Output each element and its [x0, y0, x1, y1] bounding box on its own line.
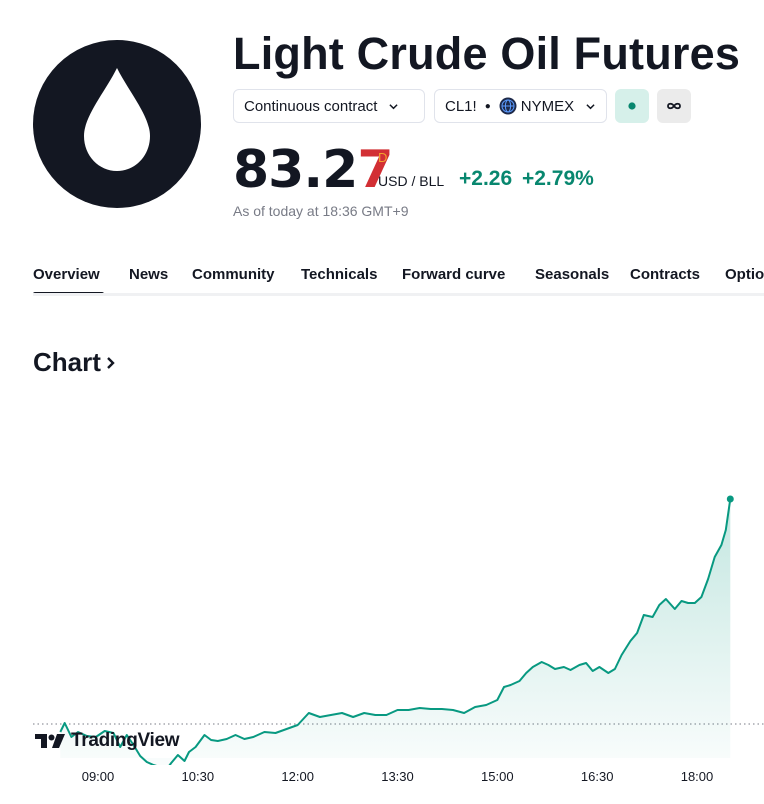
price-flag: D [378, 150, 388, 165]
x-axis-tick-label: 12:00 [281, 769, 314, 784]
tradingview-logo-icon [35, 734, 65, 748]
chevron-down-icon [586, 103, 595, 109]
tab-technicals[interactable]: Technicals [301, 266, 378, 283]
price-last-digit: 7 [357, 140, 393, 200]
x-axis-tick-label: 10:30 [181, 769, 215, 784]
last-price: 83.27 [233, 140, 394, 200]
market-status-button[interactable] [615, 89, 649, 123]
chevron-down-icon [389, 103, 399, 109]
continuous-toggle-button[interactable] [657, 89, 691, 123]
x-axis-tick-label: 18:00 [680, 769, 714, 784]
price-chart[interactable] [0, 400, 764, 765]
contract-label: Continuous contract [244, 97, 378, 115]
tradingview-text: TradingView [71, 730, 180, 751]
x-axis-tick-label: 15:00 [481, 769, 514, 784]
tab-forward-curve[interactable]: Forward curve [402, 266, 506, 283]
price-change: +2.26 +2.79% [459, 167, 594, 191]
price-area-fill [60, 499, 731, 765]
infinity-icon [667, 102, 681, 110]
chevron-right-icon [107, 356, 115, 369]
change-percent: +2.79% [521, 167, 594, 190]
tab-community[interactable]: Community [192, 266, 275, 283]
chart-heading-link[interactable]: Chart [33, 347, 117, 378]
chart-heading-label: Chart [33, 347, 101, 377]
page-title: Light Crude Oil Futures [233, 28, 741, 79]
oil-drop-icon [84, 68, 150, 171]
symbol-exchange-selector[interactable]: CL1! ● NYMEX [434, 89, 607, 123]
last-price-marker [726, 495, 734, 503]
market-open-dot-icon [628, 102, 636, 110]
tab-news[interactable]: News [129, 266, 169, 283]
tab-seasonals[interactable]: Seasonals [535, 266, 610, 283]
tab-overview[interactable]: Overview [33, 266, 100, 283]
logo [33, 40, 201, 208]
tab-contracts[interactable]: Contracts [630, 266, 701, 283]
x-axis-tick-label: 13:30 [381, 769, 414, 784]
active-tab-indicator [33, 292, 104, 293]
exchange-label: NYMEX [520, 97, 575, 115]
change-value: +2.26 [459, 167, 513, 190]
quote-timestamp: As of today at 18:36 GMT+9 [233, 203, 409, 219]
tab-bar: Overview News Community Technicals Forwa… [33, 264, 764, 296]
price-main: 83.2 [233, 140, 358, 200]
x-axis-tick-label: 09:00 [81, 769, 115, 784]
symbol-label: CL1! [445, 97, 477, 115]
tradingview-watermark: TradingView [35, 730, 180, 752]
x-axis-tick-label: 16:30 [580, 769, 614, 784]
contract-selector[interactable]: Continuous contract [233, 89, 425, 123]
globe-icon [499, 97, 517, 115]
price-series-line [59, 498, 732, 765]
separator-dot: ● [484, 100, 491, 112]
tab-options[interactable]: Options [725, 266, 764, 283]
currency-unit: USD / BLL [378, 173, 445, 189]
